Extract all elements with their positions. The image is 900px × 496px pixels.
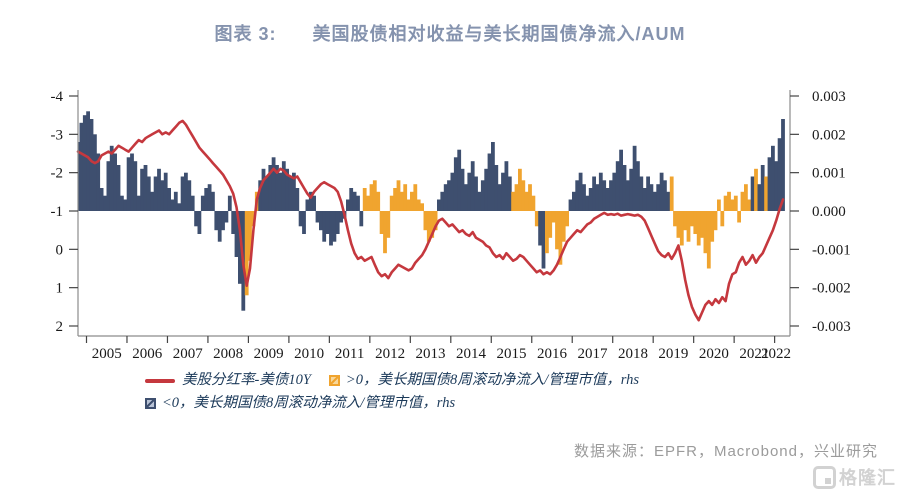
tick-labels: -4 -3 -2 -1 0 1 2 0.003 0.002 0.001 0.000 -0.001 -0.… xyxy=(51,89,851,362)
svg-text:2009: 2009 xyxy=(254,346,284,362)
svg-text:2006: 2006 xyxy=(132,346,163,362)
chart-legend: 美股分红率-美债10Y >0，美长期国债8周滚动净流入/管理市值，rhs <0，… xyxy=(145,369,657,415)
svg-text:2016: 2016 xyxy=(537,346,568,362)
svg-text:0.000: 0.000 xyxy=(812,204,846,220)
legend-pos-label: >0，美长期国债8周滚动净流入/管理市值，rhs xyxy=(345,372,639,388)
dividend-yield-spread-line xyxy=(76,119,785,322)
svg-text:2019: 2019 xyxy=(658,346,688,362)
navy-bar-swatch-icon xyxy=(145,398,156,409)
legend-item-negative-bars: <0，美长期国债8周滚动净流入/管理市值，rhs xyxy=(145,392,455,415)
svg-text:2015: 2015 xyxy=(497,346,527,362)
svg-text:0.003: 0.003 xyxy=(812,89,846,105)
svg-text:2011: 2011 xyxy=(335,346,364,362)
legend-row-2: <0，美长期国债8周滚动净流入/管理市值，rhs xyxy=(145,392,657,415)
svg-text:0.001: 0.001 xyxy=(812,166,846,182)
svg-text:2022: 2022 xyxy=(761,346,791,362)
figure-number: 图表 3: xyxy=(214,24,277,44)
svg-text:0.002: 0.002 xyxy=(812,127,846,143)
svg-text:-3: -3 xyxy=(51,127,64,143)
orange-bar-swatch-icon xyxy=(328,375,340,386)
svg-text:2: 2 xyxy=(56,319,64,335)
svg-text:2018: 2018 xyxy=(618,346,648,362)
svg-text:2014: 2014 xyxy=(456,346,487,362)
svg-text:1: 1 xyxy=(56,281,64,297)
svg-text:2008: 2008 xyxy=(213,346,243,362)
svg-text:-0.002: -0.002 xyxy=(812,281,851,297)
legend-line-label: 美股分红率-美债10Y xyxy=(182,372,311,388)
gelonghui-logo-text: 格隆汇 xyxy=(839,468,896,488)
svg-text:2005: 2005 xyxy=(92,346,122,362)
svg-text:2010: 2010 xyxy=(294,346,324,362)
axes-layer xyxy=(77,90,791,337)
data-source-note: 数据来源：EPFR，Macrobond，兴业研究 xyxy=(573,443,878,460)
svg-text:2013: 2013 xyxy=(416,346,446,362)
tick-marks xyxy=(69,95,799,343)
svg-text:2020: 2020 xyxy=(699,346,729,362)
legend-row-1: 美股分红率-美债10Y >0，美长期国债8周滚动净流入/管理市值，rhs xyxy=(145,369,657,392)
svg-text:-0.001: -0.001 xyxy=(812,242,851,258)
legend-item-positive-bars: >0，美长期国债8周滚动净流入/管理市值，rhs xyxy=(328,369,639,392)
figure-title-text: 美国股债相对收益与美长期国债净流入/AUM xyxy=(312,24,686,44)
svg-text:2017: 2017 xyxy=(577,346,608,362)
figure-title: 图表 3: 美国股债相对收益与美长期国债净流入/AUM xyxy=(0,20,900,46)
legend-neg-label: <0，美长期国债8周滚动净流入/管理市值，rhs xyxy=(162,395,456,411)
gelonghui-g-icon xyxy=(813,465,836,489)
svg-text:-0.003: -0.003 xyxy=(812,319,851,335)
svg-text:-4: -4 xyxy=(51,89,64,105)
red-line-swatch-icon xyxy=(145,378,175,383)
bars-layer xyxy=(78,111,785,311)
svg-text:-1: -1 xyxy=(51,204,64,220)
gelonghui-logo: 格隆汇 xyxy=(813,464,896,490)
svg-text:2021: 2021 xyxy=(739,346,769,362)
svg-text:2007: 2007 xyxy=(173,346,204,362)
svg-text:-2: -2 xyxy=(51,166,64,182)
svg-text:2012: 2012 xyxy=(375,346,405,362)
svg-text:0: 0 xyxy=(56,242,64,258)
legend-item-line: 美股分红率-美债10Y xyxy=(145,369,311,392)
